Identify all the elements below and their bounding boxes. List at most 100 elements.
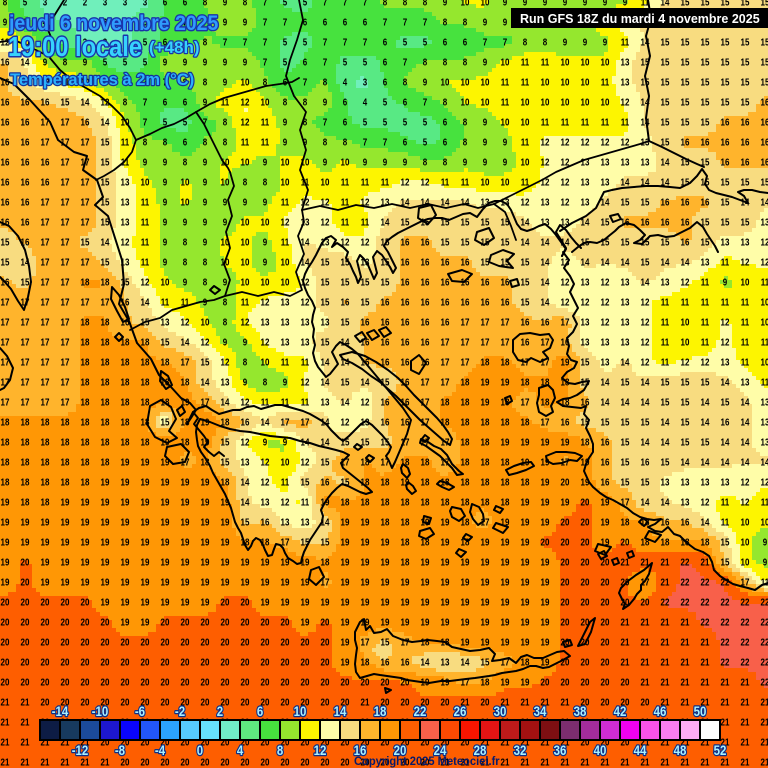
svg-text:15: 15	[741, 217, 750, 228]
svg-text:15: 15	[341, 377, 350, 388]
svg-text:16: 16	[1, 277, 10, 288]
svg-text:15: 15	[361, 437, 370, 448]
svg-text:16: 16	[721, 157, 730, 168]
svg-text:17: 17	[1, 397, 10, 408]
svg-text:7: 7	[483, 37, 487, 48]
svg-text:16: 16	[41, 177, 50, 188]
svg-text:19: 19	[201, 517, 210, 528]
svg-text:16: 16	[561, 417, 570, 428]
svg-text:16: 16	[361, 337, 370, 348]
svg-text:16: 16	[701, 197, 710, 208]
svg-text:10: 10	[741, 557, 750, 568]
svg-text:3: 3	[83, 37, 87, 48]
svg-text:18: 18	[121, 417, 130, 428]
svg-text:18: 18	[141, 357, 150, 368]
svg-text:11: 11	[281, 237, 289, 248]
svg-text:12: 12	[541, 137, 550, 148]
svg-text:7: 7	[363, 0, 367, 8]
svg-text:19: 19	[221, 497, 230, 508]
svg-text:16: 16	[261, 517, 270, 528]
svg-text:17: 17	[461, 357, 470, 368]
svg-text:14: 14	[661, 437, 670, 448]
svg-text:15: 15	[721, 177, 730, 188]
svg-text:18: 18	[121, 357, 130, 368]
svg-text:19: 19	[281, 577, 290, 588]
svg-text:12: 12	[321, 217, 330, 228]
svg-text:19: 19	[381, 617, 390, 628]
svg-text:19: 19	[181, 577, 190, 588]
svg-text:21: 21	[661, 757, 670, 768]
svg-text:19: 19	[121, 457, 130, 468]
svg-text:14: 14	[601, 377, 610, 388]
svg-text:17: 17	[421, 397, 430, 408]
svg-text:7: 7	[143, 97, 147, 108]
svg-text:9: 9	[243, 337, 247, 348]
svg-text:18: 18	[41, 417, 50, 428]
svg-text:10: 10	[241, 237, 250, 248]
svg-text:7: 7	[363, 137, 367, 148]
svg-text:8: 8	[223, 317, 227, 328]
svg-text:17: 17	[81, 177, 90, 188]
svg-text:15: 15	[381, 257, 390, 268]
svg-text:17: 17	[21, 337, 30, 348]
svg-text:13: 13	[561, 217, 570, 228]
svg-text:17: 17	[41, 397, 50, 408]
svg-text:19: 19	[561, 497, 570, 508]
svg-text:18: 18	[661, 537, 670, 548]
svg-text:21: 21	[641, 617, 650, 628]
svg-text:16: 16	[321, 477, 330, 488]
svg-text:15: 15	[741, 177, 750, 188]
svg-text:16: 16	[721, 137, 730, 148]
svg-text:12: 12	[321, 197, 330, 208]
svg-text:14: 14	[661, 497, 670, 508]
svg-text:16: 16	[401, 297, 410, 308]
svg-text:19: 19	[101, 557, 110, 568]
svg-text:16: 16	[641, 457, 650, 468]
svg-text:10: 10	[521, 117, 530, 128]
svg-text:16: 16	[501, 297, 510, 308]
svg-text:16: 16	[1, 137, 10, 148]
svg-text:10: 10	[281, 457, 290, 468]
svg-text:16: 16	[601, 457, 610, 468]
svg-text:21: 21	[761, 737, 768, 748]
svg-text:15: 15	[461, 217, 470, 228]
svg-text:21: 21	[701, 697, 710, 708]
svg-text:22: 22	[721, 597, 730, 608]
svg-text:17: 17	[81, 257, 90, 268]
svg-text:20: 20	[121, 737, 130, 748]
svg-text:8: 8	[183, 77, 187, 88]
svg-text:19: 19	[441, 537, 450, 548]
svg-text:11: 11	[701, 317, 709, 328]
svg-text:9: 9	[763, 537, 767, 548]
svg-text:3: 3	[103, 0, 107, 8]
svg-text:20: 20	[41, 597, 50, 608]
svg-text:44: 44	[634, 742, 648, 758]
svg-text:17: 17	[541, 357, 550, 368]
svg-text:14: 14	[621, 257, 630, 268]
svg-text:14: 14	[341, 397, 350, 408]
svg-text:13: 13	[121, 177, 130, 188]
svg-text:10: 10	[681, 317, 690, 328]
svg-text:15: 15	[581, 237, 590, 248]
svg-text:20: 20	[41, 697, 50, 708]
svg-text:20: 20	[81, 657, 90, 668]
svg-text:20: 20	[541, 537, 550, 548]
svg-text:20: 20	[601, 637, 610, 648]
svg-text:17: 17	[441, 457, 450, 468]
svg-text:20: 20	[41, 677, 50, 688]
svg-text:20: 20	[201, 757, 210, 768]
svg-text:16: 16	[421, 297, 430, 308]
svg-text:17: 17	[461, 677, 470, 688]
svg-text:20: 20	[421, 757, 430, 768]
svg-text:19: 19	[501, 577, 510, 588]
svg-text:20: 20	[361, 737, 370, 748]
svg-text:10: 10	[321, 177, 330, 188]
svg-text:11: 11	[521, 57, 529, 68]
svg-text:12: 12	[101, 97, 110, 108]
svg-text:16: 16	[541, 317, 550, 328]
svg-text:10: 10	[541, 97, 550, 108]
svg-text:-10: -10	[92, 703, 109, 719]
svg-text:16: 16	[421, 257, 430, 268]
svg-text:17: 17	[521, 397, 530, 408]
svg-text:15: 15	[381, 637, 390, 648]
